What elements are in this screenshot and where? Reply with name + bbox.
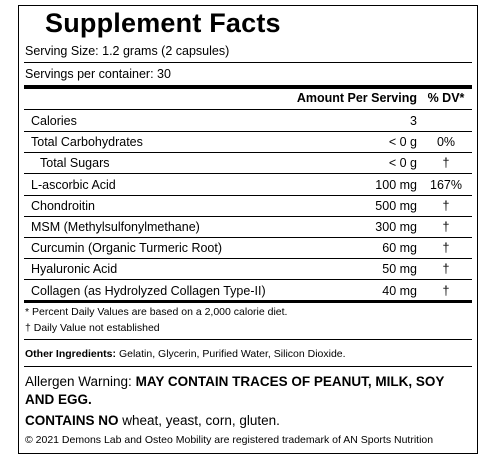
nutrient-row: Total Carbohydrates < 0 g 0% [24, 131, 472, 154]
supplement-label: Supplement Facts Serving Size: 1.2 grams… [18, 5, 478, 454]
copyright: © 2021 Demons Lab and Osteo Mobility are… [25, 434, 434, 446]
nutrient-amount: 60 mg [382, 241, 417, 256]
nutrient-row: L-ascorbic Acid 100 mg 167% [24, 174, 472, 196]
nutrient-row: Collagen (as Hydrolyzed Collagen Type-II… [24, 280, 472, 302]
other-ingredients-label: Other Ingredients: [25, 348, 117, 360]
nutrient-name: Curcumin (Organic Turmeric Root) [31, 241, 223, 256]
divider [24, 339, 472, 340]
contains: CONTAINS NO wheat, yeast, corn, gluten. [25, 413, 280, 428]
nutrient-amount: 300 mg [375, 220, 417, 234]
thick-divider [24, 300, 472, 303]
servings-per-container: Servings per container: 30 [25, 67, 171, 81]
divider [24, 366, 472, 367]
footnote: † Daily Value not established [25, 322, 160, 334]
nutrient-name: MSM (Methylsulfonylmethane) [31, 220, 200, 234]
nutrient-dv: † [442, 241, 450, 256]
nutrient-name: Chondroitin [31, 198, 95, 213]
nutrient-amount: < 0 g [388, 156, 417, 171]
contains-text: wheat, yeast, corn, gluten. [122, 413, 280, 428]
divider [24, 109, 472, 110]
contains-label: CONTAINS NO [25, 413, 119, 428]
nutrient-row: MSM (Methylsulfonylmethane) 300 mg † [24, 216, 472, 238]
other-ingredients-text: Gelatin, Glycerin, Purified Water, Silic… [118, 348, 346, 360]
nutrient-amount: 3 [410, 114, 417, 128]
footnote: * Percent Daily Values are based on a 2,… [25, 306, 288, 318]
nutrient-dv: † [442, 220, 450, 234]
other-ingredients: Other Ingredients: Gelatin, Glycerin, Pu… [25, 348, 346, 360]
nutrient-name: Collagen (as Hydrolyzed Collagen Type-II… [31, 283, 266, 298]
nutrient-name: L-ascorbic Acid [31, 177, 116, 192]
nutrient-name: Hyaluronic Acid [31, 262, 118, 277]
allergen-text: MAY CONTAIN TRACES OF PEANUT, MILK, SOY … [25, 374, 445, 407]
allergen-label: Allergen Warning: [25, 374, 132, 389]
nutrient-dv: † [442, 156, 450, 171]
nutrient-row: Calories 3 [24, 110, 472, 132]
nutrient-name: Total Carbohydrates [31, 135, 143, 150]
nutrient-amount: 500 mg [375, 198, 417, 213]
nutrient-dv: † [442, 262, 450, 277]
nutrient-row: Curcumin (Organic Turmeric Root) 60 mg † [24, 237, 472, 260]
nutrient-row: Hyaluronic Acid 50 mg † [24, 258, 472, 281]
nutrient-name: Calories [31, 114, 77, 128]
nutrient-amount: 100 mg [375, 177, 417, 192]
thick-divider [24, 85, 472, 89]
nutrient-dv: 0% [436, 135, 456, 150]
nutrient-row: Chondroitin 500 mg † [24, 195, 472, 217]
nutrient-dv: † [442, 283, 450, 298]
serving-size: Serving Size: 1.2 grams (2 capsules) [25, 44, 230, 58]
nutrient-row: Total Sugars < 0 g † [24, 152, 472, 175]
nutrient-name: Total Sugars [40, 156, 110, 171]
allergen-warning: Allergen Warning: MAY CONTAIN TRACES OF … [25, 373, 465, 409]
column-header: % DV* [427, 91, 465, 105]
nutrient-amount: < 0 g [388, 135, 417, 150]
nutrient-dv: † [442, 198, 450, 213]
nutrient-amount: 50 mg [382, 262, 417, 277]
nutrient-amount: 40 mg [382, 283, 417, 298]
title: Supplement Facts [45, 8, 281, 38]
nutrient-dv: 167% [430, 177, 462, 192]
column-header: Amount Per Serving [296, 91, 417, 105]
divider [24, 62, 472, 63]
